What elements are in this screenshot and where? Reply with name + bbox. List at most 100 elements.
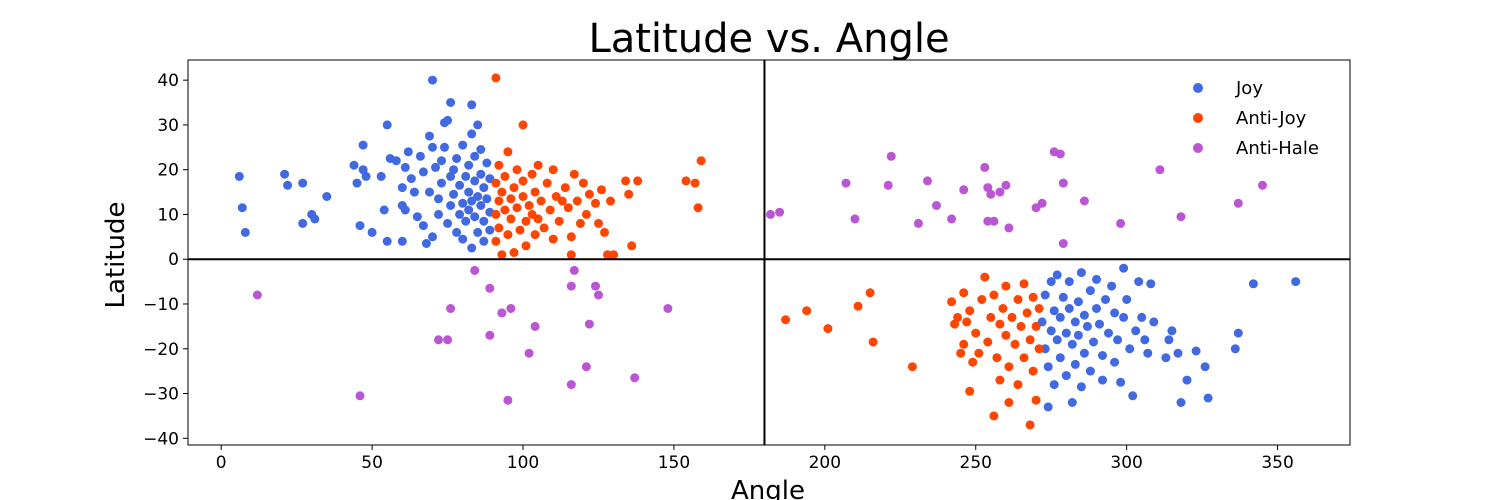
data-point xyxy=(518,120,528,130)
data-point xyxy=(566,380,576,390)
x-tick-label: 200 xyxy=(809,453,841,473)
data-point xyxy=(476,201,486,210)
data-point xyxy=(500,171,510,181)
data-point xyxy=(503,147,513,157)
data-point xyxy=(400,205,410,215)
data-point xyxy=(1040,290,1050,300)
data-point xyxy=(1173,348,1183,358)
data-point xyxy=(503,230,513,240)
data-point xyxy=(545,205,555,215)
data-point xyxy=(1001,180,1011,190)
data-point xyxy=(606,196,615,206)
data-point xyxy=(461,171,471,181)
data-point xyxy=(1022,308,1032,318)
data-point xyxy=(1010,339,1020,349)
data-point xyxy=(355,391,365,401)
data-point xyxy=(443,115,453,125)
data-point xyxy=(491,178,501,188)
x-tick-label: 300 xyxy=(1110,453,1142,473)
data-point xyxy=(995,375,1005,385)
x-tick-label: 150 xyxy=(658,453,690,473)
data-point xyxy=(434,335,443,345)
data-point xyxy=(479,183,489,193)
data-point xyxy=(1110,357,1120,367)
data-point xyxy=(591,198,600,208)
data-point xyxy=(491,236,501,246)
data-point xyxy=(1064,277,1074,287)
data-point xyxy=(310,214,320,224)
data-point xyxy=(1107,281,1117,291)
data-point xyxy=(1016,321,1026,331)
data-point xyxy=(1007,312,1017,322)
data-point xyxy=(566,250,576,260)
data-point xyxy=(1028,292,1038,302)
data-point xyxy=(467,243,477,253)
legend-item: Anti-Hale xyxy=(1193,138,1319,159)
data-point xyxy=(1116,218,1126,228)
data-point xyxy=(1046,277,1056,287)
data-point xyxy=(968,357,978,367)
data-point xyxy=(418,221,428,231)
data-point xyxy=(1055,312,1065,322)
data-point xyxy=(452,154,462,163)
data-point xyxy=(479,236,489,246)
data-point xyxy=(467,100,477,110)
data-point xyxy=(409,187,419,197)
data-point xyxy=(986,189,996,199)
data-point xyxy=(355,221,365,231)
data-point xyxy=(1070,359,1080,369)
data-point xyxy=(470,176,480,186)
data-point xyxy=(461,216,471,226)
data-point xyxy=(1098,375,1107,385)
data-point xyxy=(512,203,522,213)
data-point xyxy=(494,196,504,206)
data-point xyxy=(1046,326,1056,336)
data-point xyxy=(1092,274,1101,284)
data-point xyxy=(418,167,428,177)
data-point xyxy=(1019,279,1029,289)
data-point xyxy=(696,156,706,166)
data-point xyxy=(980,272,990,282)
data-point xyxy=(443,218,453,228)
data-point xyxy=(376,171,386,181)
data-point xyxy=(959,288,969,298)
data-point xyxy=(853,301,863,311)
data-point xyxy=(1291,277,1301,287)
legend-label: Anti-Hale xyxy=(1236,138,1319,159)
data-point xyxy=(693,203,703,213)
data-point xyxy=(382,236,392,246)
data-point xyxy=(1176,212,1186,222)
data-point xyxy=(690,178,700,188)
data-point xyxy=(681,176,691,186)
data-point xyxy=(1248,279,1258,289)
data-point xyxy=(953,312,963,322)
data-point xyxy=(1203,393,1213,403)
data-point xyxy=(403,147,413,157)
x-tick-label: 0 xyxy=(216,453,227,473)
y-tick-label: −20 xyxy=(143,340,179,360)
data-point xyxy=(491,209,501,219)
data-point xyxy=(437,156,446,166)
data-point xyxy=(506,194,516,204)
data-point xyxy=(1164,335,1174,345)
data-point xyxy=(989,290,999,300)
data-point xyxy=(497,187,507,197)
data-point xyxy=(572,196,582,206)
data-point xyxy=(367,227,377,237)
data-point xyxy=(1013,295,1023,304)
data-point xyxy=(518,192,528,201)
data-point xyxy=(965,386,975,396)
data-point xyxy=(1058,178,1068,188)
legend-marker xyxy=(1193,113,1203,123)
data-point xyxy=(932,201,941,210)
data-point xyxy=(379,205,389,215)
data-point xyxy=(497,250,507,260)
data-point xyxy=(1233,198,1243,208)
y-tick-label: 10 xyxy=(157,205,179,225)
data-point xyxy=(506,304,516,313)
data-point xyxy=(479,216,489,226)
data-point xyxy=(1149,317,1159,327)
data-point xyxy=(971,328,981,338)
data-point xyxy=(569,169,579,179)
legend-item: Anti-Joy xyxy=(1193,108,1307,129)
